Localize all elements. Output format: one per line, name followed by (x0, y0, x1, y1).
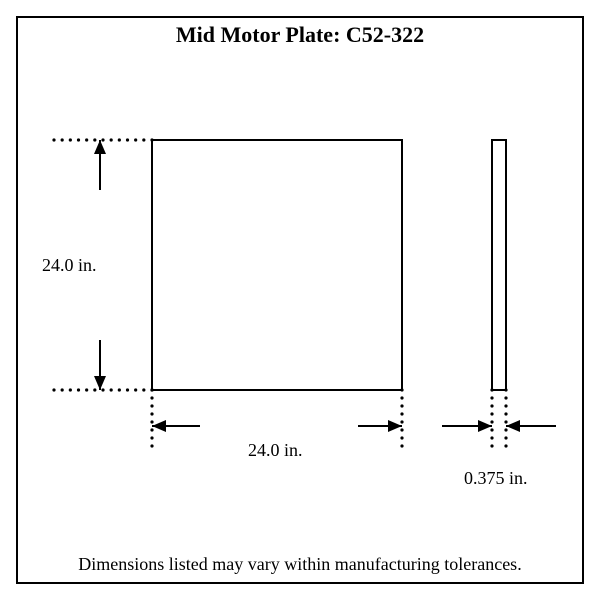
technical-drawing (0, 0, 600, 600)
